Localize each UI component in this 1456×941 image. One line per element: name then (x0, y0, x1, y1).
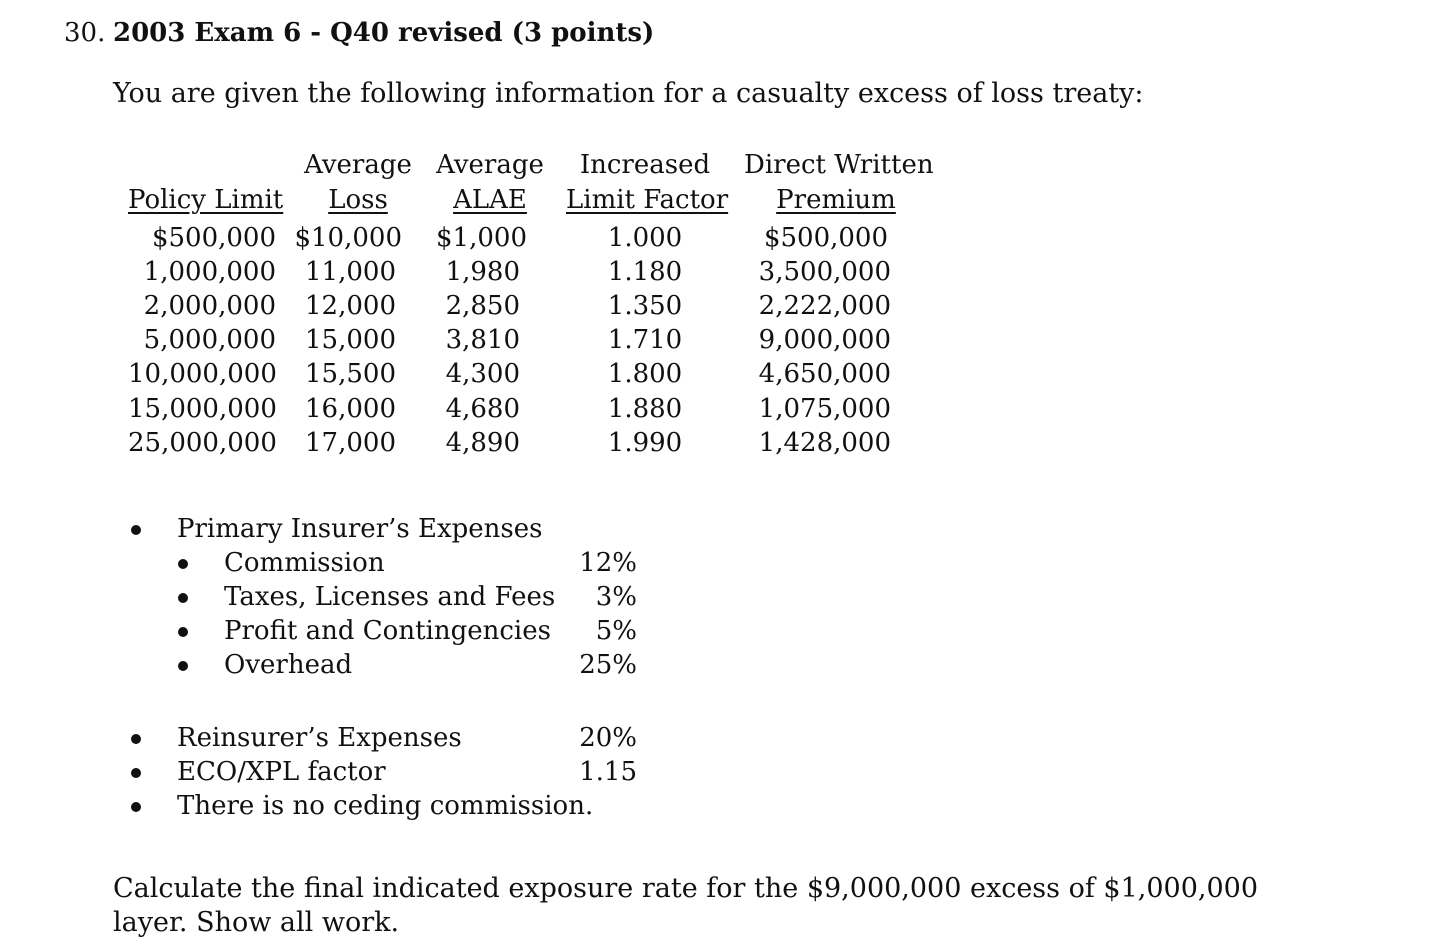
cell-average-alae: 3,810 (445, 325, 520, 355)
question-number: 30. (64, 18, 106, 48)
bullet-icon (131, 734, 141, 744)
question-title: 2003 Exam 6 - Q40 revised (3 points) (113, 18, 655, 48)
cell-average-loss: $10,000 (294, 223, 402, 253)
header-line2: Limit Factor (566, 185, 729, 215)
item-value: 20% (579, 723, 637, 753)
cell-average-loss: 17,000 (305, 428, 396, 458)
cell-average-alae: $1,000 (436, 223, 527, 253)
header-line1 (128, 148, 276, 183)
cell-average-loss: 12,000 (305, 291, 396, 321)
bullet-icon (178, 559, 188, 569)
cell-average-loss: 16,000 (305, 394, 396, 424)
header-dwp: Direct Written Premium (744, 148, 934, 218)
expense-value: 3% (595, 582, 637, 612)
header-line2: ALAE (453, 185, 527, 215)
cell-policy-limit: 5,000,000 (143, 325, 276, 355)
bullet-icon (178, 627, 188, 637)
header-line1: Direct Written (744, 150, 934, 180)
expense-value: 25% (579, 650, 637, 680)
cell-ilf: 1.000 (607, 223, 683, 253)
cell-policy-limit: 25,000,000 (128, 428, 277, 458)
cell-average-loss: 15,500 (305, 359, 396, 389)
cell-policy-limit: 10,000,000 (128, 359, 277, 389)
bullet-icon (131, 525, 141, 535)
expense-label: Overhead (224, 650, 353, 680)
item-label: Reinsurer’s Expenses (177, 723, 462, 753)
expense-label: Taxes, Licenses and Fees (224, 582, 556, 612)
header-line1: Average (304, 150, 412, 180)
cell-average-alae: 4,890 (445, 428, 520, 458)
bullet-icon (178, 661, 188, 671)
question-intro: You are given the following information … (113, 78, 1144, 109)
cell-average-loss: 15,000 (305, 325, 396, 355)
cell-average-loss: 11,000 (305, 257, 396, 287)
question-prompt: Calculate the final indicated exposure r… (113, 873, 1259, 938)
cell-average-alae: 2,850 (445, 291, 520, 321)
cell-ilf: 1.350 (607, 291, 683, 321)
cell-ilf: 1.880 (607, 394, 683, 424)
cell-dwp: 1,075,000 (758, 394, 891, 424)
cell-policy-limit: 1,000,000 (143, 257, 276, 287)
cell-average-alae: 1,980 (445, 257, 520, 287)
cell-ilf: 1.710 (607, 325, 683, 355)
header-line2: Premium (776, 185, 896, 215)
cell-dwp: 9,000,000 (758, 325, 891, 355)
expense-value: 5% (595, 616, 637, 646)
cell-policy-limit: 15,000,000 (128, 394, 277, 424)
expense-label: Commission (224, 548, 385, 578)
cell-ilf: 1.180 (607, 257, 683, 287)
cell-average-alae: 4,300 (445, 359, 520, 389)
primary-expenses-heading: Primary Insurer’s Expenses (177, 514, 543, 544)
header-ilf: Increased Limit Factor (566, 148, 729, 218)
header-policy-limit: Policy Limit (128, 148, 284, 218)
bullet-icon (131, 802, 141, 812)
header-average-loss: Average Loss (300, 148, 416, 218)
header-average-alae: Average ALAE (436, 148, 544, 218)
item-value: 1.15 (579, 757, 637, 787)
cell-dwp: 4,650,000 (758, 359, 891, 389)
header-line1: Average (436, 150, 544, 180)
header-line2: Loss (328, 185, 388, 215)
expense-label: Profit and Contingencies (224, 616, 551, 646)
cell-dwp: 3,500,000 (758, 257, 891, 287)
cell-ilf: 1.800 (607, 359, 683, 389)
cell-policy-limit: 2,000,000 (143, 291, 276, 321)
item-label: ECO/XPL factor (177, 757, 386, 787)
bullet-icon (178, 593, 188, 603)
header-line1: Increased (579, 150, 711, 180)
expense-value: 12% (579, 548, 637, 578)
item-label: There is no ceding commission. (177, 791, 594, 821)
cell-dwp: 1,428,000 (758, 428, 891, 458)
header-line2: Policy Limit (128, 185, 284, 215)
cell-average-alae: 4,680 (445, 394, 520, 424)
bullet-icon (131, 768, 141, 778)
cell-ilf: 1.990 (607, 428, 683, 458)
cell-dwp: $500,000 (763, 223, 888, 253)
cell-policy-limit: $500,000 (151, 223, 276, 253)
cell-dwp: 2,222,000 (758, 291, 891, 321)
